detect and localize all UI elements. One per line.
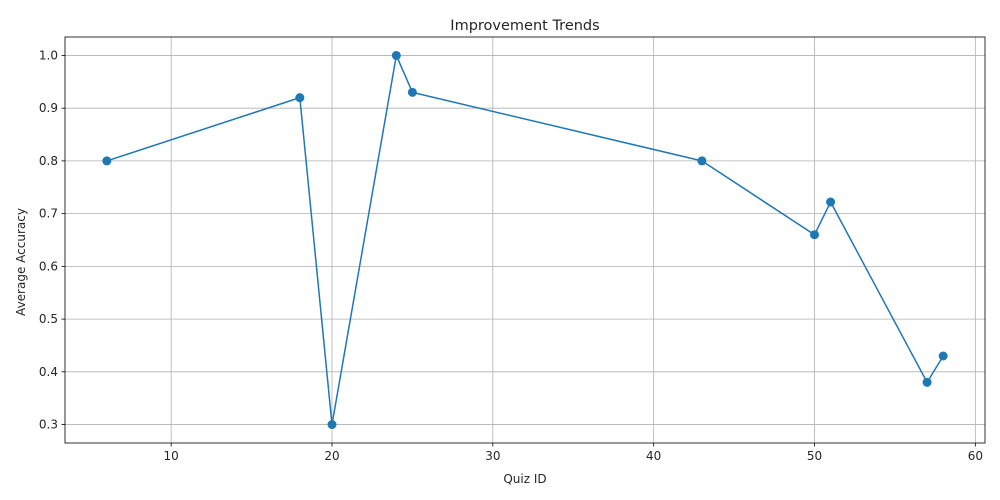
data-point: [826, 197, 836, 207]
data-point: [102, 156, 112, 166]
data-point: [407, 87, 417, 97]
y-tick-label: 1.0: [39, 48, 58, 62]
y-axis-label: Average Accuracy: [14, 208, 28, 316]
y-axis-ticks: 0.3 0.4 0.5 0.6 0.7 0.8 0.9 1.0: [39, 48, 65, 432]
x-tick-label: 60: [968, 449, 983, 463]
data-point: [938, 351, 948, 361]
grid: [65, 37, 985, 443]
series-line: [106, 54, 944, 426]
y-tick-label: 0.6: [39, 259, 58, 273]
y-tick-label: 0.7: [39, 207, 58, 221]
x-tick-label: 40: [646, 449, 661, 463]
x-tick-label: 10: [164, 449, 179, 463]
data-point: [697, 156, 707, 166]
plot-frame: [64, 36, 986, 444]
x-axis-label: Quiz ID: [503, 472, 546, 486]
chart-title: Improvement Trends: [450, 18, 599, 34]
data-point: [810, 230, 820, 240]
axes-frame: [64, 36, 986, 444]
y-tick-label: 0.8: [39, 154, 58, 168]
x-tick-label: 20: [324, 449, 339, 463]
x-tick-label: 50: [807, 449, 822, 463]
x-axis-ticks: 10 20 30 40 50 60: [164, 443, 983, 463]
data-point: [327, 420, 337, 430]
data-point: [391, 50, 401, 60]
data-point: [922, 377, 932, 387]
x-tick-label: 30: [485, 449, 500, 463]
data-point: [295, 93, 305, 103]
series-line-group: [102, 50, 948, 430]
y-tick-label: 0.3: [39, 418, 58, 432]
y-tick-label: 0.9: [39, 101, 58, 115]
y-tick-label: 0.5: [39, 312, 58, 326]
y-tick-label: 0.4: [39, 365, 58, 379]
